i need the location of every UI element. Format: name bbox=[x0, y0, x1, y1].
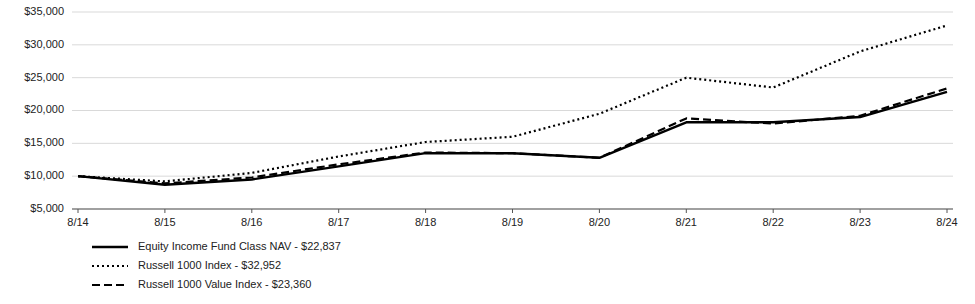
x-tick-label: 8/17 bbox=[328, 216, 349, 228]
x-tick bbox=[860, 209, 861, 213]
x-tick bbox=[947, 209, 948, 213]
x-tick-label: 8/22 bbox=[762, 216, 783, 228]
grid-line bbox=[72, 77, 953, 78]
x-tick bbox=[338, 209, 339, 213]
x-tick bbox=[773, 209, 774, 213]
legend-label: Russell 1000 Index - $32,952 bbox=[138, 259, 281, 271]
x-tick bbox=[425, 209, 426, 213]
grid-line bbox=[72, 12, 953, 13]
grid-line bbox=[72, 44, 953, 45]
series-line bbox=[78, 88, 947, 183]
x-tick bbox=[164, 209, 165, 213]
x-tick bbox=[78, 209, 79, 213]
x-tick-label: 8/16 bbox=[241, 216, 262, 228]
x-tick-label: 8/15 bbox=[154, 216, 175, 228]
grid-line bbox=[72, 110, 953, 111]
legend-label: Russell 1000 Value Index - $23,360 bbox=[138, 278, 311, 290]
y-tick-label: $5,000 bbox=[30, 202, 64, 214]
x-tick-label: 8/20 bbox=[589, 216, 610, 228]
y-tick-label: $15,000 bbox=[24, 136, 64, 148]
x-axis: 8/14 8/15 8/16 8/17 8/18 8/19 8/20 8/21 8/22 8/23… bbox=[67, 209, 957, 228]
x-tick-label: 8/19 bbox=[502, 216, 523, 228]
legend-label: Equity Income Fund Class NAV - $22,837 bbox=[138, 240, 341, 252]
lines bbox=[78, 25, 947, 184]
series-line bbox=[78, 92, 947, 185]
grid-line bbox=[72, 143, 953, 144]
y-axis: $5,000 $10,000 $15,000 $20,000 $25,000 $30,00… bbox=[24, 5, 64, 214]
y-tick-label: $35,000 bbox=[24, 5, 64, 17]
y-tick-label: $25,000 bbox=[24, 71, 64, 83]
chart: $5,000 $10,000 $15,000 $20,000 $25,000 $30,00… bbox=[0, 0, 975, 304]
legend-swatch bbox=[92, 246, 128, 248]
x-tick-label: 8/14 bbox=[67, 216, 88, 228]
y-grid bbox=[72, 12, 953, 209]
x-tick bbox=[686, 209, 687, 213]
y-tick-label: $30,000 bbox=[24, 38, 64, 50]
x-tick bbox=[251, 209, 252, 213]
x-tick-label: 8/23 bbox=[849, 216, 870, 228]
y-tick-label: $20,000 bbox=[24, 103, 64, 115]
x-tick-label: 8/21 bbox=[676, 216, 697, 228]
legend-swatch bbox=[92, 284, 128, 286]
series-line bbox=[78, 25, 947, 181]
y-tick-label: $10,000 bbox=[24, 169, 64, 181]
x-tick-label: 8/18 bbox=[415, 216, 436, 228]
legend: Equity Income Fund Class NAV - $22,837 Ru… bbox=[92, 240, 341, 290]
x-tick-label: 8/24 bbox=[936, 216, 957, 228]
x-tick bbox=[599, 209, 600, 213]
legend-swatch bbox=[92, 265, 128, 267]
x-tick bbox=[512, 209, 513, 213]
